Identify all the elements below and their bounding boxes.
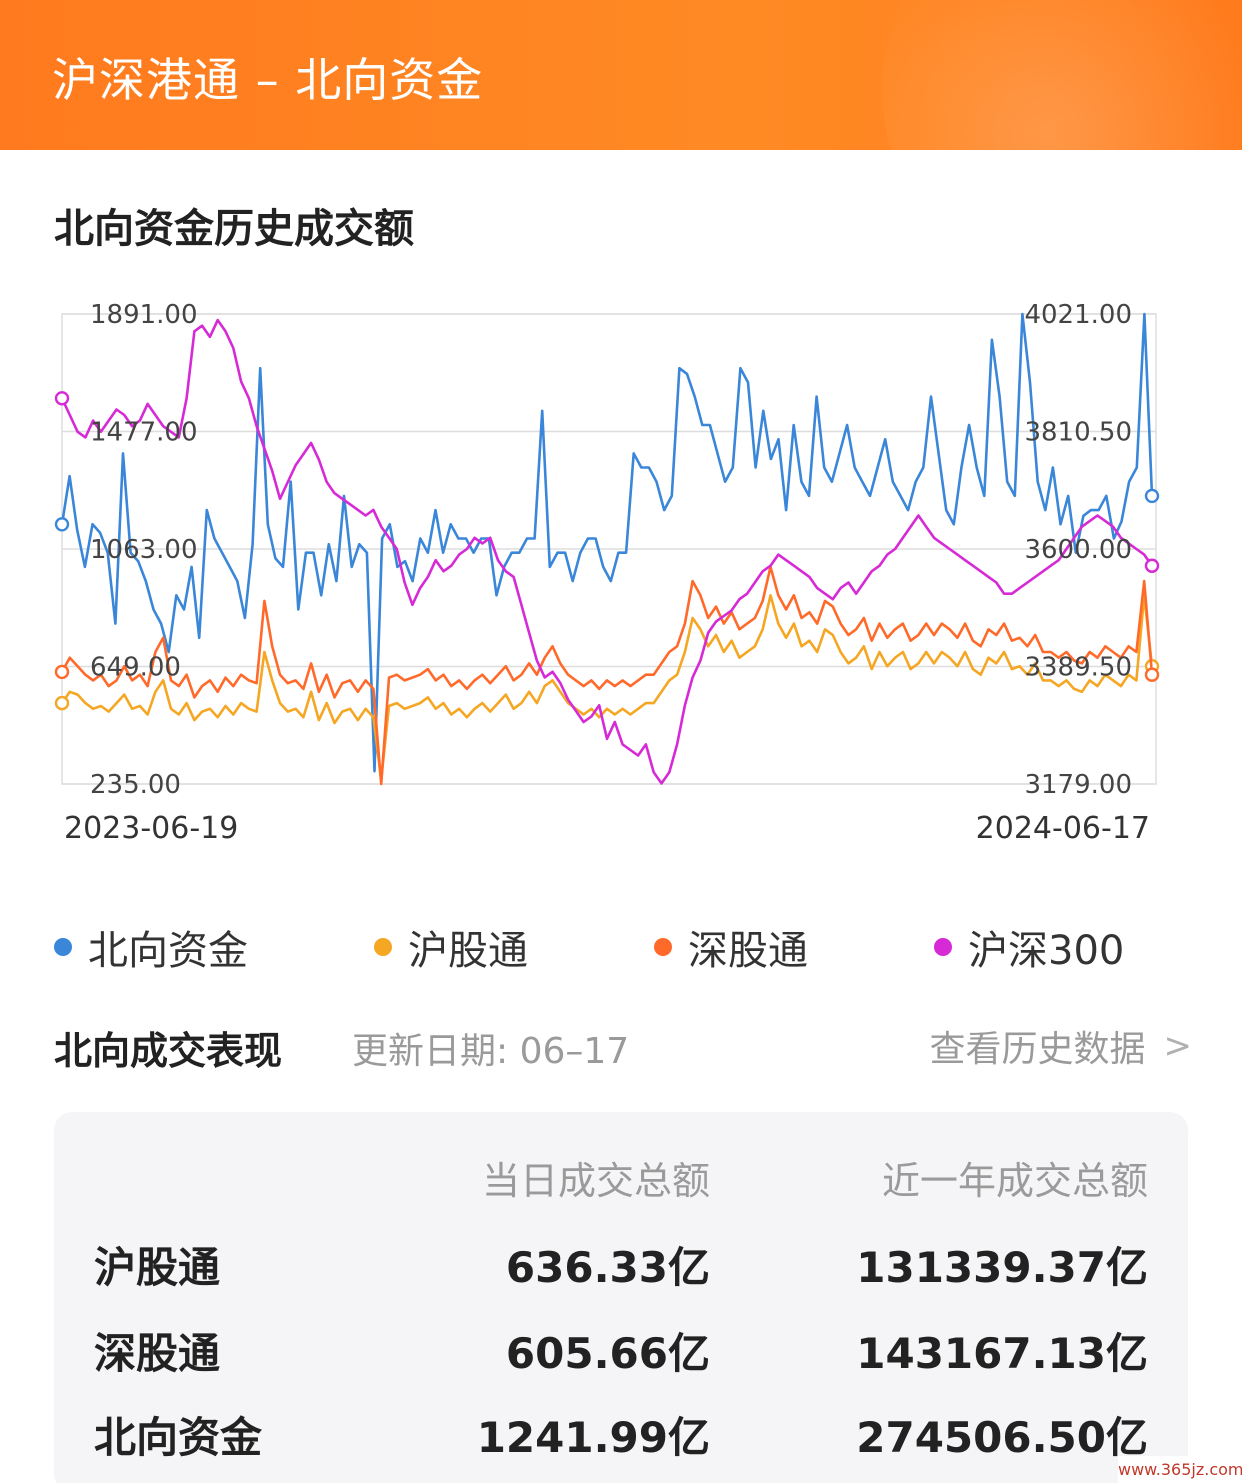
series-2-end-marker [1144, 667, 1160, 682]
chart-title: 北向资金历史成交额 [54, 206, 414, 252]
legend-dot-hs300 [934, 938, 952, 956]
row-label-sh: 沪股通 [94, 1243, 221, 1292]
legend-item-hs300[interactable]: 沪深300 [934, 918, 1124, 976]
right-tick-label: 3179.00 [1024, 770, 1132, 800]
cell-north-year: 274506.50亿 [856, 1413, 1148, 1462]
x-end-label: 2024-06-17 [976, 811, 1150, 846]
watermark: www.365jz.com [1118, 1456, 1242, 1483]
chart-legend: 北向资金 沪股通 深股通 沪深300 [0, 918, 1242, 978]
header-decoration [882, 0, 1242, 150]
performance-title: 北向成交表现 [54, 1029, 283, 1073]
left-tick-label: 1063.00 [90, 535, 198, 565]
series-3-start-marker [54, 391, 70, 406]
right-tick-label: 4021.00 [1024, 300, 1132, 330]
legend-label-north: 北向资金 [88, 928, 248, 974]
row-label-sz: 深股通 [94, 1329, 221, 1378]
row-label-north: 北向资金 [94, 1413, 263, 1462]
left-tick-label: 235.00 [90, 770, 181, 800]
left-tick-label: 1891.00 [90, 300, 198, 330]
right-tick-label: 3810.50 [1024, 418, 1132, 448]
legend-label-sz: 深股通 [688, 928, 808, 974]
chart-axis-labels: 1891.00 4021.00 1477.00 3810.50 1063.00 3600.… [64, 300, 1150, 846]
cell-sh-year: 131339.37亿 [856, 1243, 1148, 1292]
legend-dot-north [54, 938, 72, 956]
series-2-start-marker [54, 664, 70, 680]
series-line-1 [60, 593, 1154, 782]
left-tick-label: 649.00 [90, 653, 181, 683]
legend-dot-sz [654, 938, 672, 956]
chart-grid [61, 313, 1157, 785]
x-start-label: 2023-06-19 [64, 811, 238, 846]
cell-north-today: 1241.99亿 [476, 1413, 710, 1462]
series-0-start-marker [54, 517, 70, 532]
column-header-today: 当日成交总额 [481, 1159, 710, 1203]
cell-sz-today: 605.66亿 [505, 1329, 710, 1378]
series-0-end-marker [1144, 488, 1160, 504]
history-link-label: 查看历史数据 [929, 1029, 1146, 1070]
update-date: 更新日期: 06–17 [352, 1031, 630, 1072]
history-data-link[interactable]: 查看历史数据 > [929, 1020, 1192, 1072]
north-capital-chart[interactable]: 1891.00 4021.00 1477.00 3810.50 1063.00 3600.… [0, 290, 1242, 870]
legend-item-sh[interactable]: 沪股通 [374, 918, 528, 976]
series-line-2 [60, 565, 1154, 786]
app-header: 沪深港通 – 北向资金 [0, 0, 1242, 150]
column-header-year: 近一年成交总额 [881, 1159, 1148, 1203]
series-line-3 [60, 318, 1154, 785]
series-3-end-marker [1144, 558, 1160, 573]
right-tick-label: 3389.50 [1024, 653, 1132, 683]
cell-sh-today: 636.33亿 [505, 1243, 710, 1292]
series-line-0 [60, 312, 1154, 773]
cell-sz-year: 143167.13亿 [856, 1329, 1148, 1378]
legend-label-hs300: 沪深300 [968, 928, 1125, 974]
legend-dot-sh [374, 938, 392, 956]
left-tick-label: 1477.00 [90, 418, 198, 448]
legend-item-sz[interactable]: 深股通 [654, 918, 808, 976]
performance-table [54, 1112, 1188, 1483]
right-tick-label: 3600.00 [1024, 535, 1132, 565]
legend-label-sh: 沪股通 [408, 928, 528, 974]
legend-item-north[interactable]: 北向资金 [54, 918, 248, 976]
chevron-right-icon: > [1163, 1026, 1193, 1066]
series-1-start-marker [54, 695, 70, 711]
page-title: 沪深港通 – 北向资金 [52, 53, 484, 107]
chart-series [54, 312, 1160, 786]
